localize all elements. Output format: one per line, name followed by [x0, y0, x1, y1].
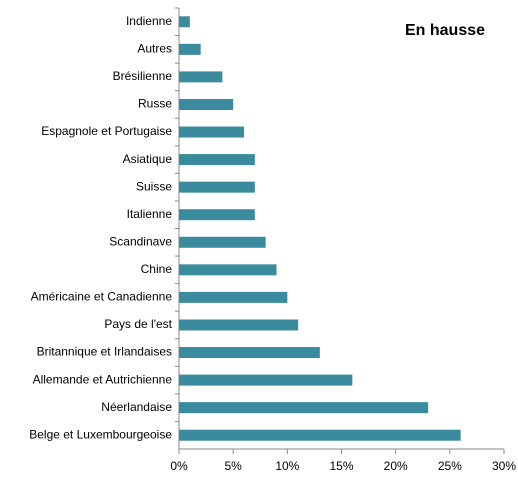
y-tick-label: Chine — [141, 262, 173, 276]
y-tick-label: Scandinave — [109, 234, 172, 248]
y-tick-label: Russe — [138, 97, 172, 111]
y-tick-label: Allemande et Autrichienne — [33, 372, 173, 386]
bar — [179, 319, 299, 331]
y-tick-label: Américaine et Canadienne — [31, 290, 173, 304]
y-tick-label: Italienne — [127, 207, 173, 221]
y-tick-label: Britannique et Irlandaises — [37, 345, 172, 359]
y-tick-label: Néerlandaise — [101, 400, 172, 414]
y-tick-label: Brésilienne — [113, 69, 173, 83]
y-tick-label: Autres — [137, 42, 172, 56]
y-tick-label: Belge et Luxembourgeoise — [29, 427, 172, 441]
x-tick-label: 30% — [492, 459, 516, 473]
x-tick-label: 0% — [170, 459, 188, 473]
x-tick-label: 20% — [384, 459, 408, 473]
bar — [179, 181, 255, 193]
chart-title: En hausse — [405, 22, 485, 39]
bar — [179, 402, 429, 414]
bar — [179, 291, 288, 303]
bar — [179, 264, 277, 276]
bar — [179, 209, 255, 221]
y-tick-label: Asiatique — [123, 152, 173, 166]
y-tick-label: Espagnole et Portugaise — [41, 124, 172, 138]
bar — [179, 98, 234, 110]
bar — [179, 429, 461, 441]
bar — [179, 43, 201, 55]
bar — [179, 16, 190, 28]
x-tick-label: 5% — [224, 459, 242, 473]
bar — [179, 71, 223, 83]
x-tick-label: 10% — [275, 459, 299, 473]
x-tick-label: 15% — [329, 459, 353, 473]
bar — [179, 154, 255, 166]
bar — [179, 374, 353, 386]
y-tick-label: Suisse — [136, 179, 172, 193]
bar — [179, 126, 244, 138]
y-tick-label: Indienne — [126, 14, 172, 28]
bar — [179, 347, 320, 359]
y-tick-label: Pays de l'est — [104, 317, 172, 331]
bar — [179, 236, 266, 248]
x-tick-label: 25% — [438, 459, 462, 473]
